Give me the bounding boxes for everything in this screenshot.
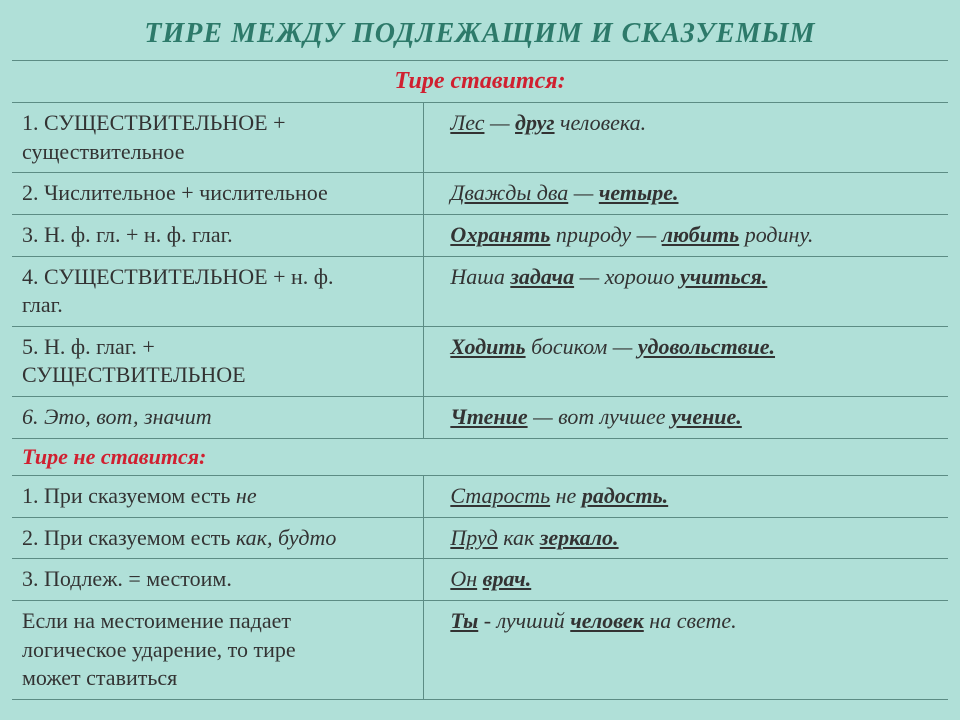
table-row: 3. Н. ф. гл. + н. ф. глаг. Охранять прир… [12, 214, 948, 256]
example-text: — хорошо [574, 264, 680, 289]
section-no-label: Тире не ставится: [22, 444, 206, 469]
example-text: - лучший [478, 608, 570, 633]
table-row: 5. Н. ф. глаг. + СУЩЕСТВИТЕЛЬНОЕ Ходить … [12, 326, 948, 396]
example-cell: Лес — друг человека. [424, 103, 948, 173]
table-row: 3. Подлеж. = местоим. Он врач. [12, 559, 948, 601]
example-text: человека. [555, 110, 647, 135]
section-no-cell: Тире не ставится: [12, 438, 948, 476]
example-cell: Охранять природу — любить родину. [424, 214, 948, 256]
example-text: человек [570, 608, 644, 633]
rule-cell: 5. Н. ф. глаг. + СУЩЕСТВИТЕЛЬНОЕ [12, 326, 424, 396]
example-text: Пруд [450, 525, 497, 550]
section-yes-label: Тире ставится: [12, 61, 948, 103]
rules-table: Тире ставится: 1. СУЩЕСТВИТЕЛЬНОЕ + суще… [12, 60, 948, 700]
example-cell: Пруд как зеркало. [424, 517, 948, 559]
example-cell: Наша задача — хорошо учиться. [424, 256, 948, 326]
example-text: — [568, 180, 599, 205]
example-text: Наша [450, 264, 510, 289]
rule-cell: 6. Это, вот, значит [12, 396, 424, 438]
example-text: Он [450, 566, 477, 591]
section-header-yes: Тире ставится: [12, 61, 948, 103]
example-text: Старость [450, 483, 550, 508]
rule-text: СУЩЕСТВИТЕЛЬНОЕ [22, 362, 246, 387]
example-text: любить [662, 222, 739, 247]
rule-text: 2. При сказуемом есть [22, 525, 236, 550]
example-text: четыре. [599, 180, 679, 205]
rule-cell: 4. СУЩЕСТВИТЕЛЬНОЕ + н. ф. глаг. [12, 256, 424, 326]
rule-text: глаг. [22, 292, 63, 317]
example-text: родину. [739, 222, 813, 247]
example-text: учиться. [680, 264, 767, 289]
rule-text: Если на местоимение падает [22, 608, 291, 633]
rule-text: 4. СУЩЕСТВИТЕЛЬНОЕ + н. ф. [22, 264, 334, 289]
example-text: — [484, 110, 515, 135]
example-text: Чтение [450, 404, 527, 429]
rule-text: существительное [22, 139, 184, 164]
example-cell: Ходить босиком — удовольствие. [424, 326, 948, 396]
section-header-no: Тире не ставится: [12, 438, 948, 476]
example-text: Охранять [450, 222, 550, 247]
example-text: радость. [582, 483, 668, 508]
example-text: как [498, 525, 540, 550]
rule-text: 5. Н. ф. глаг. + [22, 334, 155, 359]
example-cell: Дважды два — четыре. [424, 173, 948, 215]
rule-text: может ставиться [22, 665, 177, 690]
table-row: 6. Это, вот, значит Чтение — вот лучшее … [12, 396, 948, 438]
example-text: врач. [483, 566, 532, 591]
table-row: 1. СУЩЕСТВИТЕЛЬНОЕ + существительное Лес… [12, 103, 948, 173]
example-text: Лес [450, 110, 484, 135]
rule-cell: 1. При сказуемом есть не [12, 476, 424, 518]
table-row: 2. Числительное + числительное Дважды дв… [12, 173, 948, 215]
rule-text: не [236, 483, 257, 508]
rule-text: логическое ударение, то тире [22, 637, 296, 662]
example-cell: Ты - лучший человек на свете. [424, 600, 948, 699]
example-cell: Старость не радость. [424, 476, 948, 518]
example-text: задача [510, 264, 574, 289]
example-cell: Чтение — вот лучшее учение. [424, 396, 948, 438]
rule-text: как, будто [236, 525, 337, 550]
example-text: зеркало. [540, 525, 619, 550]
table-row: Если на местоимение падает логическое уд… [12, 600, 948, 699]
rule-cell: 3. Подлеж. = местоим. [12, 559, 424, 601]
example-text: не [550, 483, 582, 508]
rule-cell: 3. Н. ф. гл. + н. ф. глаг. [12, 214, 424, 256]
example-text: друг [515, 110, 555, 135]
example-text: на свете. [644, 608, 737, 633]
rule-text: 1. При сказуемом есть [22, 483, 236, 508]
example-text: удовольствие. [638, 334, 775, 359]
rule-cell: 1. СУЩЕСТВИТЕЛЬНОЕ + существительное [12, 103, 424, 173]
example-text: — вот лучшее [528, 404, 671, 429]
rule-text: 1. СУЩЕСТВИТЕЛЬНОЕ + [22, 110, 286, 135]
rule-cell: 2. Числительное + числительное [12, 173, 424, 215]
page-title: ТИРЕ МЕЖДУ ПОДЛЕЖАЩИМ И СКАЗУЕМЫМ [12, 18, 948, 50]
example-text: Дважды два [450, 180, 568, 205]
table-row: 1. При сказуемом есть не Старость не рад… [12, 476, 948, 518]
example-text: учение. [671, 404, 742, 429]
table-row: 2. При сказуемом есть как, будто Пруд ка… [12, 517, 948, 559]
example-cell: Он врач. [424, 559, 948, 601]
example-text: природу — [550, 222, 661, 247]
page: ТИРЕ МЕЖДУ ПОДЛЕЖАЩИМ И СКАЗУЕМЫМ Тире с… [0, 0, 960, 700]
example-text: Ты [450, 608, 478, 633]
example-text: босиком — [526, 334, 638, 359]
rule-cell: Если на местоимение падает логическое уд… [12, 600, 424, 699]
example-text: Ходить [450, 334, 525, 359]
table-row: 4. СУЩЕСТВИТЕЛЬНОЕ + н. ф. глаг. Наша за… [12, 256, 948, 326]
rule-cell: 2. При сказуемом есть как, будто [12, 517, 424, 559]
